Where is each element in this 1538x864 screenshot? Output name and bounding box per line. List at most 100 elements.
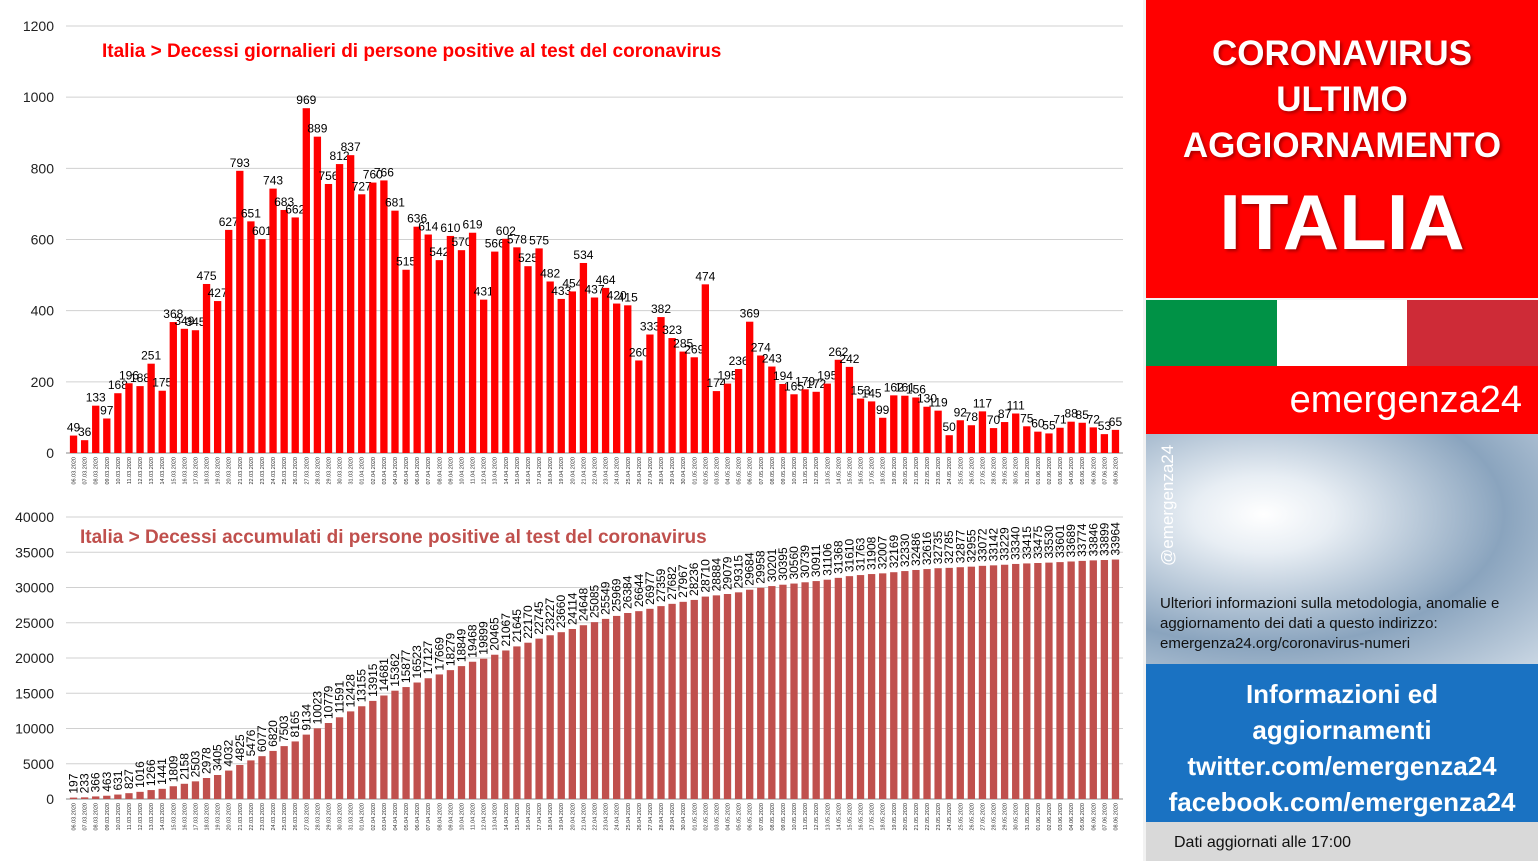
x-tick-label-0-89: 03.06.2020 [1058, 457, 1064, 485]
italian-flag-icon [1146, 300, 1538, 366]
bar-0-18 [269, 188, 277, 453]
x-tick-label-1-21: 27.03.2020 [304, 803, 310, 831]
x-tick-label-1-31: 06.04.2020 [415, 803, 421, 831]
bar-0-74 [890, 395, 898, 453]
bar-1-1 [80, 797, 89, 799]
x-tick-label-1-58: 03.05.2020 [714, 803, 720, 831]
bar-1-55 [679, 601, 687, 799]
x-tick-label-1-81: 26.05.2020 [969, 803, 975, 831]
data-label-0-73: 99 [876, 403, 890, 417]
bar-0-67 [812, 391, 820, 453]
bar-1-31 [413, 682, 421, 799]
x-tick-label-0-91: 05.06.2020 [1080, 457, 1086, 485]
bar-0-48 [601, 287, 610, 453]
data-label-0-24: 812 [330, 149, 350, 163]
data-label-0-52: 333 [640, 320, 660, 334]
x-tick-label-0-69: 14.05.2020 [836, 457, 842, 485]
x-tick-label-0-79: 24.05.2020 [947, 457, 953, 485]
data-label-1-60: 29315 [732, 555, 746, 589]
data-label-1-28: 14681 [377, 658, 391, 692]
x-tick-label-0-6: 12.03.2020 [138, 457, 144, 485]
bar-1-21 [302, 734, 310, 799]
data-label-0-92: 72 [1087, 412, 1101, 426]
bar-0-41 [524, 266, 532, 453]
data-label-0-34: 610 [440, 221, 460, 235]
bar-0-81 [967, 425, 976, 453]
bar-1-48 [601, 618, 610, 799]
x-tick-label-1-87: 01.06.2020 [1036, 803, 1042, 831]
x-tick-label-1-32: 07.04.2020 [426, 803, 432, 831]
bar-0-30 [402, 269, 410, 453]
bar-0-14 [225, 229, 233, 453]
bar-0-11 [191, 330, 200, 453]
x-tick-label-1-55: 30.04.2020 [681, 803, 687, 831]
bar-0-45 [568, 291, 576, 453]
data-label-1-57: 28710 [698, 559, 712, 593]
bar-0-85 [1012, 413, 1020, 453]
data-label-1-80: 32877 [953, 530, 967, 564]
data-label-1-0: 197 [67, 773, 81, 793]
bar-1-20 [291, 741, 299, 799]
bar-0-78 [934, 410, 942, 453]
bar-0-86 [1023, 426, 1031, 453]
bar-1-54 [668, 603, 676, 799]
bar-1-94 [1111, 559, 1120, 799]
bar-1-80 [956, 567, 964, 799]
data-label-0-87: 60 [1031, 417, 1045, 431]
brand-name: emergenza24 [1146, 366, 1538, 434]
bar-1-49 [613, 615, 621, 799]
x-tick-label-0-2: 08.03.2020 [94, 457, 100, 485]
data-label-0-25: 837 [341, 140, 361, 154]
bar-0-36 [468, 232, 477, 453]
data-label-1-39: 21067 [499, 613, 513, 647]
bar-1-75 [901, 571, 909, 799]
bar-1-70 [845, 576, 854, 799]
data-label-0-1: 36 [78, 425, 92, 439]
bar-0-87 [1034, 431, 1042, 453]
data-label-0-60: 236 [729, 354, 749, 368]
bar-1-10 [180, 783, 189, 799]
bar-1-29 [391, 690, 399, 799]
bar-1-43 [546, 635, 554, 799]
bar-0-57 [701, 284, 709, 453]
x-tick-label-0-73: 18.05.2020 [881, 457, 887, 485]
data-label-0-69: 262 [828, 345, 848, 359]
bar-1-73 [879, 573, 887, 799]
data-label-1-12: 2978 [200, 747, 214, 774]
y-tick-label-1-5: 25000 [15, 615, 54, 631]
x-tick-label-0-92: 06.06.2020 [1091, 457, 1097, 485]
bar-0-63 [768, 366, 776, 453]
data-label-0-77: 130 [917, 392, 937, 406]
bar-0-68 [823, 383, 831, 453]
bar-1-52 [646, 608, 654, 799]
bar-0-54 [668, 338, 676, 453]
data-label-0-74: 162 [884, 380, 904, 394]
bar-0-75 [901, 395, 909, 453]
x-tick-label-0-90: 04.06.2020 [1069, 457, 1075, 485]
y-tick-label-1-8: 40000 [15, 509, 54, 525]
data-label-1-61: 29684 [743, 552, 757, 586]
x-tick-label-1-67: 12.05.2020 [814, 803, 820, 831]
x-tick-label-0-31: 06.04.2020 [415, 457, 421, 485]
data-label-1-82: 33072 [975, 528, 989, 562]
data-label-1-66: 30739 [798, 545, 812, 579]
facebook-link[interactable]: facebook.com/emergenza24 [1168, 787, 1516, 817]
bar-0-39 [502, 238, 510, 453]
x-tick-label-0-19: 25.03.2020 [282, 457, 288, 485]
x-tick-label-0-14: 20.03.2020 [227, 457, 233, 485]
bar-0-9 [169, 322, 177, 453]
data-label-1-46: 24648 [576, 588, 590, 622]
bar-1-40 [513, 646, 521, 799]
data-label-1-17: 6077 [255, 725, 269, 752]
x-tick-label-0-1: 07.03.2020 [83, 457, 89, 485]
data-label-0-63: 243 [762, 352, 782, 366]
data-label-1-8: 1441 [155, 758, 169, 785]
data-label-0-51: 260 [629, 345, 649, 359]
data-label-1-43: 23227 [543, 598, 557, 632]
data-label-1-75: 32330 [898, 533, 912, 567]
bar-0-17 [258, 239, 266, 453]
bar-0-32 [424, 234, 432, 453]
data-label-1-73: 32007 [876, 536, 890, 570]
data-label-0-4: 168 [108, 378, 128, 392]
twitter-link[interactable]: twitter.com/emergenza24 [1187, 751, 1497, 781]
